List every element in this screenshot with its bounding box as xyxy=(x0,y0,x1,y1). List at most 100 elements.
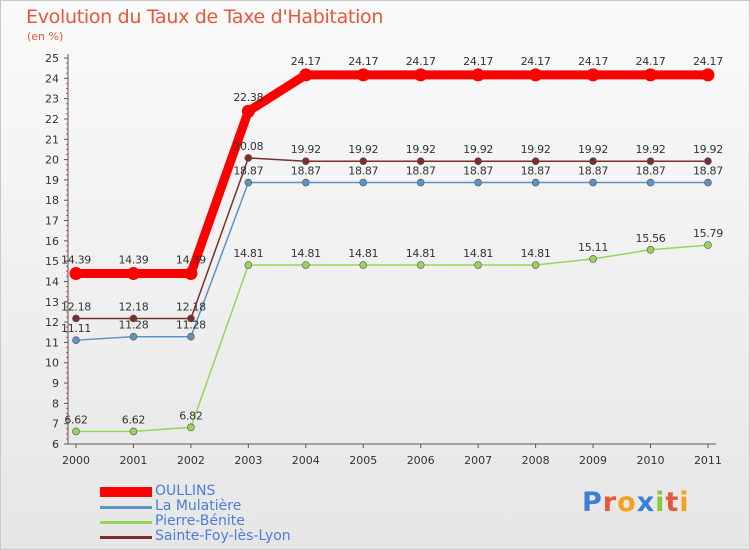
data-label-sainte-foy-les-lyon: 19.92 xyxy=(406,143,436,156)
logo-letter: o xyxy=(617,487,637,518)
unit-label: (en %) xyxy=(27,30,64,43)
data-label-pierre-benite: 14.81 xyxy=(406,247,436,260)
legend-label: OULLINS xyxy=(155,483,216,499)
data-point-oullins xyxy=(471,68,485,82)
data-label-pierre-benite: 14.81 xyxy=(291,247,321,260)
data-label-la-mulatiere: 18.87 xyxy=(578,165,608,178)
legend-swatch xyxy=(100,520,152,524)
data-label-la-mulatiere: 11.28 xyxy=(176,319,206,332)
data-label-pierre-benite: 6.82 xyxy=(179,409,202,422)
data-label-pierre-benite: 6.62 xyxy=(122,413,145,426)
series-line-oullins xyxy=(71,70,713,279)
data-label-oullins: 22.38 xyxy=(233,91,263,104)
x-tick-label: 2007 xyxy=(464,454,492,467)
y-tick-label: 20 xyxy=(45,154,59,167)
legend: OULLINS La Mulatière Pierre-Bénite Sainte-F… xyxy=(100,484,360,544)
data-point-sainte-foy-les-lyon xyxy=(244,154,253,162)
data-label-la-mulatiere: 18.87 xyxy=(693,165,723,178)
data-label-sainte-foy-les-lyon: 12.18 xyxy=(61,300,91,313)
data-point-oullins xyxy=(529,68,543,82)
x-tick-label: 2001 xyxy=(119,454,147,467)
data-point-pierre-benite xyxy=(704,241,712,249)
y-tick-label: 21 xyxy=(45,133,59,146)
legend-swatch xyxy=(100,535,152,539)
legend-label: La Mulatière xyxy=(155,498,242,514)
legend-label: Sainte-Foy-lès-Lyon xyxy=(155,528,291,544)
data-label-la-mulatiere: 11.28 xyxy=(118,319,148,332)
data-label-la-mulatiere: 18.87 xyxy=(636,165,666,178)
y-tick-label: 14 xyxy=(45,275,59,288)
data-point-pierre-benite xyxy=(301,261,310,269)
data-point-oullins xyxy=(356,68,370,82)
data-label-pierre-benite: 15.11 xyxy=(578,241,608,254)
legend-label: Pierre-Bénite xyxy=(155,513,245,529)
data-label-oullins: 24.17 xyxy=(578,55,608,68)
data-point-la-mulatiere xyxy=(531,178,540,187)
x-tick-label: 2000 xyxy=(62,454,90,467)
y-tick-label: 16 xyxy=(45,235,59,248)
data-point-sainte-foy-les-lyon xyxy=(301,157,310,166)
y-tick-label: 22 xyxy=(45,113,59,126)
logo-letter: P xyxy=(582,487,603,518)
data-point-oullins xyxy=(126,267,140,281)
data-label-sainte-foy-les-lyon: 19.92 xyxy=(693,143,723,156)
y-tick-label: 18 xyxy=(45,194,59,207)
proxiti-logo: Proxiti xyxy=(582,487,690,518)
data-point-pierre-benite xyxy=(531,261,540,269)
data-point-sainte-foy-les-lyon xyxy=(474,157,482,166)
data-point-sainte-foy-les-lyon xyxy=(359,157,368,166)
data-label-la-mulatiere: 18.87 xyxy=(348,165,378,178)
data-label-la-mulatiere: 18.87 xyxy=(291,165,321,178)
data-point-pierre-benite xyxy=(589,255,597,263)
data-label-la-mulatiere: 18.87 xyxy=(521,165,551,178)
y-tick-label: 11 xyxy=(45,336,59,349)
y-tick-label: 17 xyxy=(45,215,59,228)
data-label-pierre-benite: 15.56 xyxy=(636,232,666,245)
y-tick-label: 19 xyxy=(45,174,59,187)
data-label-pierre-benite: 6.62 xyxy=(64,413,87,426)
data-point-pierre-benite xyxy=(129,427,138,436)
data-label-sainte-foy-les-lyon: 19.92 xyxy=(578,143,608,156)
logo-letter: r xyxy=(602,487,618,518)
x-tick-label: 2004 xyxy=(292,454,320,467)
data-point-la-mulatiere xyxy=(589,178,597,187)
series-line-sainte-foy-les-lyon xyxy=(75,157,709,320)
data-label-sainte-foy-les-lyon: 12.18 xyxy=(176,300,206,313)
x-tick-label: 2005 xyxy=(349,454,377,467)
data-point-pierre-benite xyxy=(474,261,482,269)
data-label-oullins: 24.17 xyxy=(521,55,551,68)
data-point-oullins xyxy=(299,68,313,82)
legend-item: OULLINS xyxy=(100,484,360,499)
series-line-pierre-benite xyxy=(75,244,709,433)
data-label-sainte-foy-les-lyon: 12.18 xyxy=(118,300,148,313)
data-point-sainte-foy-les-lyon xyxy=(646,157,655,166)
data-point-pierre-benite xyxy=(646,245,655,254)
data-label-la-mulatiere: 18.87 xyxy=(463,165,493,178)
y-tick-label: 7 xyxy=(52,418,59,431)
data-label-oullins: 24.17 xyxy=(406,55,436,68)
legend-swatch xyxy=(100,505,152,509)
data-point-oullins xyxy=(701,68,715,82)
data-point-pierre-benite xyxy=(187,423,195,432)
data-label-la-mulatiere: 11.11 xyxy=(61,322,91,335)
data-point-sainte-foy-les-lyon xyxy=(129,314,138,323)
x-tick-label: 2008 xyxy=(522,454,550,467)
x-tick-label: 2006 xyxy=(407,454,435,467)
data-point-la-mulatiere xyxy=(416,178,425,187)
data-label-pierre-benite: 15.79 xyxy=(693,227,723,240)
data-label-oullins: 14.39 xyxy=(61,254,91,267)
data-point-oullins xyxy=(69,267,83,281)
data-label-sainte-foy-les-lyon: 19.92 xyxy=(291,143,321,156)
data-point-pierre-benite xyxy=(359,261,368,269)
data-point-pierre-benite xyxy=(244,261,253,269)
data-point-oullins xyxy=(414,68,428,82)
y-tick-label: 24 xyxy=(45,72,59,85)
data-point-oullins xyxy=(586,68,600,82)
y-tick-label: 13 xyxy=(45,296,59,309)
data-label-oullins: 14.39 xyxy=(176,254,206,267)
x-tick-label: 2009 xyxy=(579,454,607,467)
data-label-pierre-benite: 14.81 xyxy=(233,247,263,260)
data-point-pierre-benite xyxy=(416,261,425,269)
y-tick-label: 23 xyxy=(45,93,59,106)
